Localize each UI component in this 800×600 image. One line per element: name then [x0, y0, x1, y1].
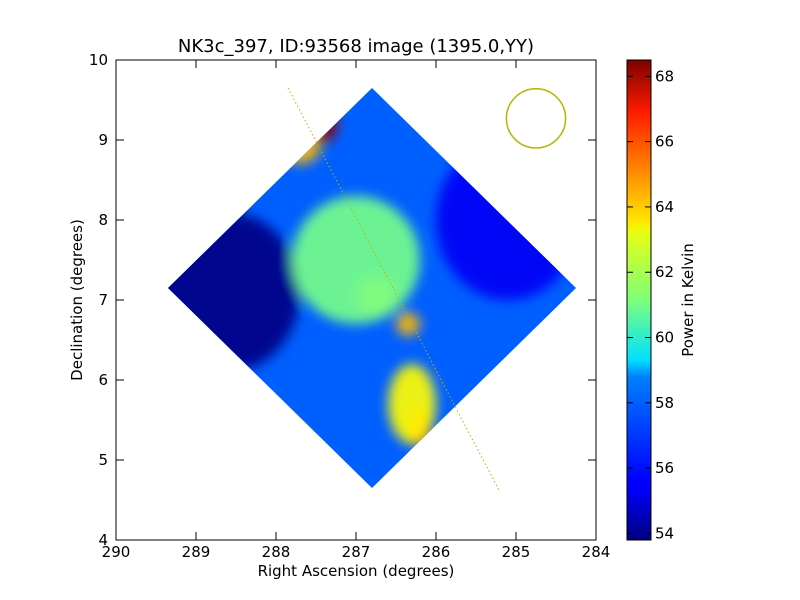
heatmap-feature — [396, 312, 420, 336]
heatmap-feature — [168, 212, 300, 372]
heatmap-feature — [436, 140, 576, 300]
colorbar-tick-label: 58 — [655, 394, 674, 412]
y-tick-label: 6 — [98, 371, 108, 389]
colorbar-tick-label: 60 — [655, 329, 674, 347]
heatmap-image — [168, 88, 576, 488]
colorbar-tick-label: 56 — [655, 459, 674, 477]
x-tick-label: 284 — [582, 543, 611, 561]
y-tick-label: 7 — [98, 291, 108, 309]
x-tick-label: 286 — [422, 543, 451, 561]
colorbar-gradient — [626, 59, 652, 541]
x-axis-label: Right Ascension (degrees) — [258, 562, 455, 580]
colorbar-tick-label: 64 — [655, 198, 674, 216]
colorbar-tick-label: 54 — [655, 524, 674, 542]
heatmap-feature — [302, 104, 338, 144]
y-tick-label: 5 — [98, 451, 108, 469]
x-tick-label: 285 — [502, 543, 531, 561]
heatmap-feature — [292, 196, 420, 324]
x-tick-label: 290 — [102, 543, 131, 561]
beam-circle — [505, 88, 567, 149]
heatmap-feature — [280, 132, 320, 164]
x-tick-label: 288 — [262, 543, 291, 561]
colorbar-tick-label: 66 — [655, 133, 674, 151]
y-tick-label: 9 — [98, 131, 108, 149]
colorbar-tick-label: 68 — [655, 67, 674, 85]
y-axis: 4 5 6 7 8 9 10 — [89, 51, 596, 549]
overlay-layer — [287, 87, 567, 493]
x-tick-label: 287 — [342, 543, 371, 561]
cut-line — [287, 87, 501, 493]
heatmap-feature — [388, 364, 436, 444]
x-tick-label: 289 — [182, 543, 211, 561]
colorbar-tick-label: 62 — [655, 263, 674, 281]
y-tick-label: 4 — [98, 531, 108, 549]
y-tick-label: 8 — [98, 211, 108, 229]
y-tick-label: 10 — [89, 51, 108, 69]
colorbar-label: Power in Kelvin — [679, 243, 697, 357]
x-axis: 290 289 288 287 286 285 284 — [102, 60, 611, 561]
chart-title: NK3c_397, ID:93568 image (1395.0,YY) — [178, 36, 534, 57]
y-axis-label: Declination (degrees) — [68, 219, 86, 381]
colorbar: 54 56 58 60 62 64 66 68 Power in Kelvin — [626, 59, 697, 542]
colorbar-ticks: 54 56 58 60 62 64 66 68 — [627, 67, 674, 542]
